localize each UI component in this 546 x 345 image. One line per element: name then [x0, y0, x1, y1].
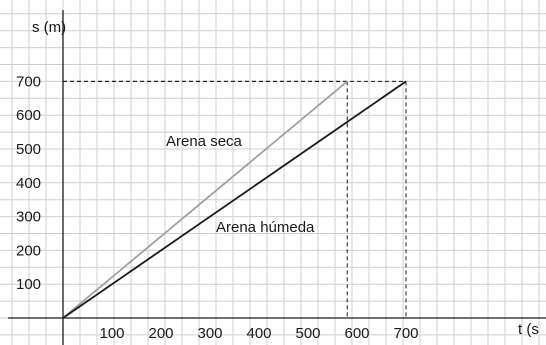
x-tick-label: 500 — [295, 325, 320, 342]
x-tick-label: 400 — [246, 325, 271, 342]
series-line-arena-humeda — [62, 80, 407, 319]
y-tick-label: 600 — [16, 107, 41, 124]
y-tick-label: 100 — [16, 276, 41, 293]
y-tick-label: 500 — [16, 141, 41, 158]
y-tick-label: 700 — [16, 73, 41, 90]
x-tick-label: 200 — [148, 325, 173, 342]
series-label-arena-seca: Arena seca — [166, 133, 243, 150]
y-tick-labels: 100 200 300 400 500 600 700 — [16, 73, 41, 293]
x-tick-label: 300 — [197, 325, 222, 342]
y-axis-title: s (m) — [32, 19, 66, 36]
x-tick-labels: 100 200 300 400 500 600 700 — [99, 325, 418, 342]
x-tick-label: 100 — [99, 325, 124, 342]
series-line-arena-seca — [62, 80, 348, 319]
y-tick-label: 400 — [16, 175, 41, 192]
axes — [8, 10, 546, 345]
series-label-arena-humeda: Arena húmeda — [216, 219, 315, 236]
y-tick-label: 300 — [16, 209, 41, 226]
x-tick-label: 700 — [393, 325, 418, 342]
series — [62, 80, 407, 319]
x-tick-label: 600 — [344, 325, 369, 342]
y-tick-label: 200 — [16, 242, 41, 259]
x-axis-title: t (s — [518, 321, 539, 338]
reference-lines — [63, 80, 407, 318]
